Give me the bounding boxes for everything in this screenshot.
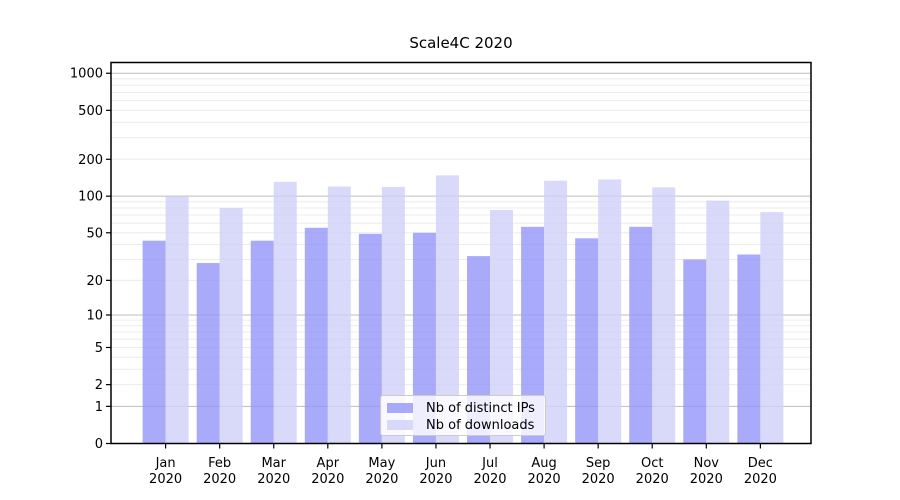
bar-downloads-jun (435, 175, 459, 444)
x-tick-label: Oct 2020 (636, 456, 669, 487)
x-tick-label: May 2020 (365, 456, 398, 487)
x-tick-label: Jun 2020 (419, 456, 452, 487)
legend-swatch-downloads (387, 420, 413, 430)
bar-distinct-ips-oct (629, 226, 653, 444)
bar-distinct-ips-jan (142, 240, 166, 444)
bar-distinct-ips-sep (575, 238, 599, 444)
bar-distinct-ips-jun (412, 232, 436, 444)
bar-downloads-jan (165, 196, 189, 444)
x-tick-label: Nov 2020 (690, 456, 723, 487)
bar-downloads-mar (273, 181, 297, 444)
legend: Nb of distinct IPs Nb of downloads (380, 395, 546, 436)
x-tick-label: Jan 2020 (149, 456, 182, 487)
bar-distinct-ips-dec (737, 254, 761, 444)
bar-downloads-jul (490, 210, 514, 444)
legend-entry-distinct-ips: Nb of distinct IPs (387, 400, 545, 416)
y-tick-label: 1 (95, 400, 103, 415)
y-tick-label: 50 (86, 226, 103, 241)
bar-distinct-ips-apr (304, 227, 328, 444)
x-tick-label: Apr 2020 (311, 456, 344, 487)
y-tick-label: 0 (95, 437, 103, 452)
x-tick-label: Feb 2020 (203, 456, 236, 487)
plot-frame (110, 61, 812, 445)
bar-downloads-aug (544, 180, 568, 444)
y-tick-label: 2 (95, 378, 103, 393)
x-tick-label: Mar 2020 (257, 456, 290, 487)
bar-downloads-may (381, 186, 405, 444)
chart-title: Scale4C 2020 (409, 34, 513, 52)
legend-label-downloads: Nb of downloads (426, 417, 535, 433)
bar-downloads-dec (760, 212, 784, 444)
legend-label-distinct-ips: Nb of distinct IPs (426, 400, 535, 416)
bar-distinct-ips-feb (196, 263, 220, 444)
bar-distinct-ips-mar (250, 240, 274, 444)
x-tick-label: Aug 2020 (528, 456, 561, 487)
bar-distinct-ips-may (358, 233, 382, 444)
y-tick-label: 500 (78, 104, 103, 119)
legend-entry-downloads: Nb of downloads (387, 417, 545, 433)
x-tick-label: Jul 2020 (473, 456, 506, 487)
bar-distinct-ips-aug (521, 226, 545, 444)
bar-downloads-nov (706, 200, 730, 444)
bar-downloads-feb (219, 207, 243, 444)
y-tick-label: 1000 (70, 67, 103, 82)
x-tick-label: Sep 2020 (582, 456, 615, 487)
y-tick-label: 100 (78, 190, 103, 205)
bar-distinct-ips-nov (683, 259, 707, 444)
bar-downloads-oct (652, 187, 676, 444)
y-tick-label: 10 (86, 308, 103, 323)
bar-downloads-apr (327, 186, 351, 444)
x-tick-label: Dec 2020 (744, 456, 777, 487)
bar-downloads-sep (598, 179, 622, 444)
y-tick-label: 5 (95, 341, 103, 356)
legend-swatch-distinct-ips (387, 403, 413, 413)
y-tick-label: 20 (86, 274, 103, 289)
y-tick-label: 200 (78, 153, 103, 168)
